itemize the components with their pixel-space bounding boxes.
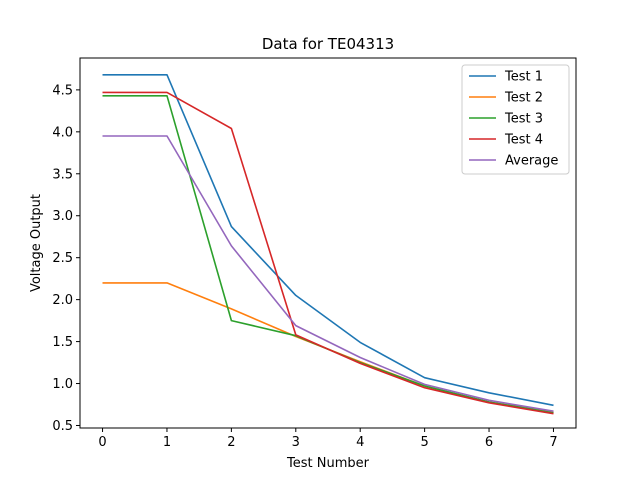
series-line-test-4 [102,91,554,415]
y-tick-label: 1.0 [52,377,73,392]
x-tick-label: 2 [227,435,235,450]
y-tick-label: 4.0 [52,125,73,140]
legend: Test 1 Test 2 Test 3 Test 4 Average [461,64,570,175]
series-line-average [102,135,554,412]
plot-frame [79,57,577,429]
legend-label-average: Average [505,154,558,169]
x-tick-label: 3 [292,435,300,450]
legend-box [461,64,570,175]
legend-label-test-2: Test 2 [504,91,543,106]
y-tick-label: 2.5 [52,251,73,266]
y-tick-label: 0.5 [52,419,73,434]
x-tick-label: 1 [163,435,171,450]
y-tick-label: 1.5 [52,335,73,350]
series-line-test-1 [102,74,554,407]
series-layer [102,74,554,415]
legend-label-test-3: Test 3 [504,112,543,127]
chart-title: Data for TE04313 [262,35,394,53]
legend-label-test-4: Test 4 [504,133,543,148]
x-axis-label: Test Number [286,456,370,471]
y-tick-label: 4.5 [52,83,73,98]
x-tick-label: 6 [485,435,493,450]
y-tick-label: 3.5 [52,167,73,182]
legend-label-test-1: Test 1 [504,70,543,85]
y-tick-label: 2.0 [52,293,73,308]
x-axis: 0 1 2 3 4 5 6 7 [98,428,558,450]
x-tick-label: 5 [420,435,428,450]
x-tick-label: 4 [356,435,364,450]
y-axis: 0.5 1.0 1.5 2.0 2.5 3.0 3.5 4.0 4.5 [52,83,80,434]
y-tick-label: 3.0 [52,209,73,224]
y-axis-label: Voltage Output [29,194,44,292]
x-tick-label: 7 [549,435,557,450]
x-tick-label: 0 [98,435,106,450]
